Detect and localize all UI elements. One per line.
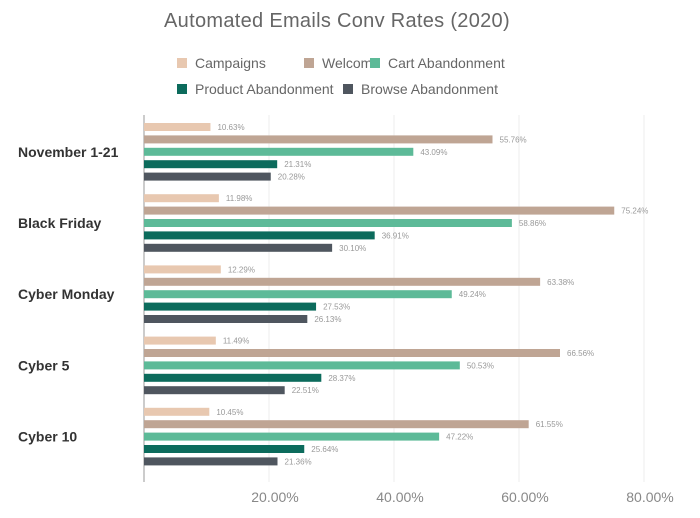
bar [144, 315, 308, 323]
x-tick-label: 20.00% [251, 489, 298, 505]
data-label: 50.53% [467, 361, 494, 370]
data-label: 21.36% [285, 457, 312, 466]
bar [144, 420, 529, 429]
bar [144, 147, 414, 156]
bar [144, 231, 375, 240]
bar [144, 160, 278, 169]
legend-item-campaigns: Campaigns [177, 55, 266, 71]
bar [144, 386, 285, 395]
bar [144, 457, 278, 466]
bar [144, 336, 216, 345]
category-label: November 1-21 [18, 144, 119, 160]
legend-swatch [177, 84, 187, 94]
data-label: 11.49% [223, 337, 250, 346]
bar [144, 243, 333, 252]
bar [144, 206, 615, 215]
bar [144, 194, 219, 203]
x-tick-label: 80.00% [626, 489, 673, 505]
data-label: 26.13% [314, 315, 341, 324]
legend-item-browse-abandonment: Browse Abandonment [343, 81, 498, 97]
legend-label: Browse Abandonment [361, 81, 498, 97]
bar [144, 302, 317, 311]
bar [144, 432, 440, 441]
legend-label: Cart Abandonment [388, 55, 505, 71]
bar [144, 277, 541, 286]
data-label: 49.24% [459, 290, 486, 299]
bar [144, 219, 512, 227]
legend-swatch [177, 58, 187, 68]
legend-label: Product Abandonment [195, 81, 334, 97]
bar [144, 123, 211, 131]
data-label: 28.37% [328, 374, 355, 383]
category-label: Black Friday [18, 215, 101, 231]
data-label: 36.91% [382, 231, 409, 240]
bar [144, 361, 460, 370]
data-label: 61.55% [536, 420, 563, 429]
category-label: Cyber 5 [18, 357, 70, 373]
data-label: 25.64% [311, 445, 338, 454]
legend-swatch [304, 58, 314, 68]
legend-item-product-abandonment: Product Abandonment [177, 81, 334, 97]
bar [144, 135, 493, 144]
bar [144, 290, 452, 299]
bar [144, 373, 322, 382]
data-label: 43.09% [420, 148, 447, 157]
legend-item-cart-abandonment: Cart Abandonment [370, 55, 505, 71]
data-label: 20.28% [278, 173, 305, 182]
legend-item-welcome: Welcome [304, 55, 380, 71]
legend-label: Campaigns [195, 55, 266, 71]
bar [144, 445, 305, 453]
chart-title: Automated Emails Conv Rates (2020) [164, 10, 510, 32]
bar [144, 407, 210, 416]
legend-swatch [343, 84, 353, 94]
data-label: 27.53% [323, 303, 350, 312]
data-label: 22.51% [292, 386, 319, 395]
x-tick-label: 40.00% [376, 489, 423, 505]
category-label: Cyber 10 [18, 429, 77, 445]
legend-label: Welcome [322, 55, 381, 71]
data-label: 63.38% [547, 278, 574, 287]
data-label: 47.22% [446, 433, 473, 442]
data-label: 66.56% [567, 349, 594, 358]
data-label: 75.24% [621, 207, 648, 216]
bar [144, 172, 271, 181]
data-label: 12.29% [228, 265, 255, 274]
data-label: 58.86% [519, 219, 546, 228]
data-label: 11.98% [226, 194, 253, 203]
legend-swatch [370, 58, 380, 68]
data-label: 30.10% [339, 244, 366, 253]
data-label: 55.76% [500, 135, 527, 144]
bar [144, 265, 221, 274]
data-label: 10.63% [217, 123, 244, 132]
bar [144, 349, 560, 357]
data-label: 10.45% [216, 408, 243, 417]
x-tick-label: 60.00% [501, 489, 548, 505]
data-label: 21.31% [284, 160, 311, 169]
category-label: Cyber Monday [18, 286, 115, 302]
